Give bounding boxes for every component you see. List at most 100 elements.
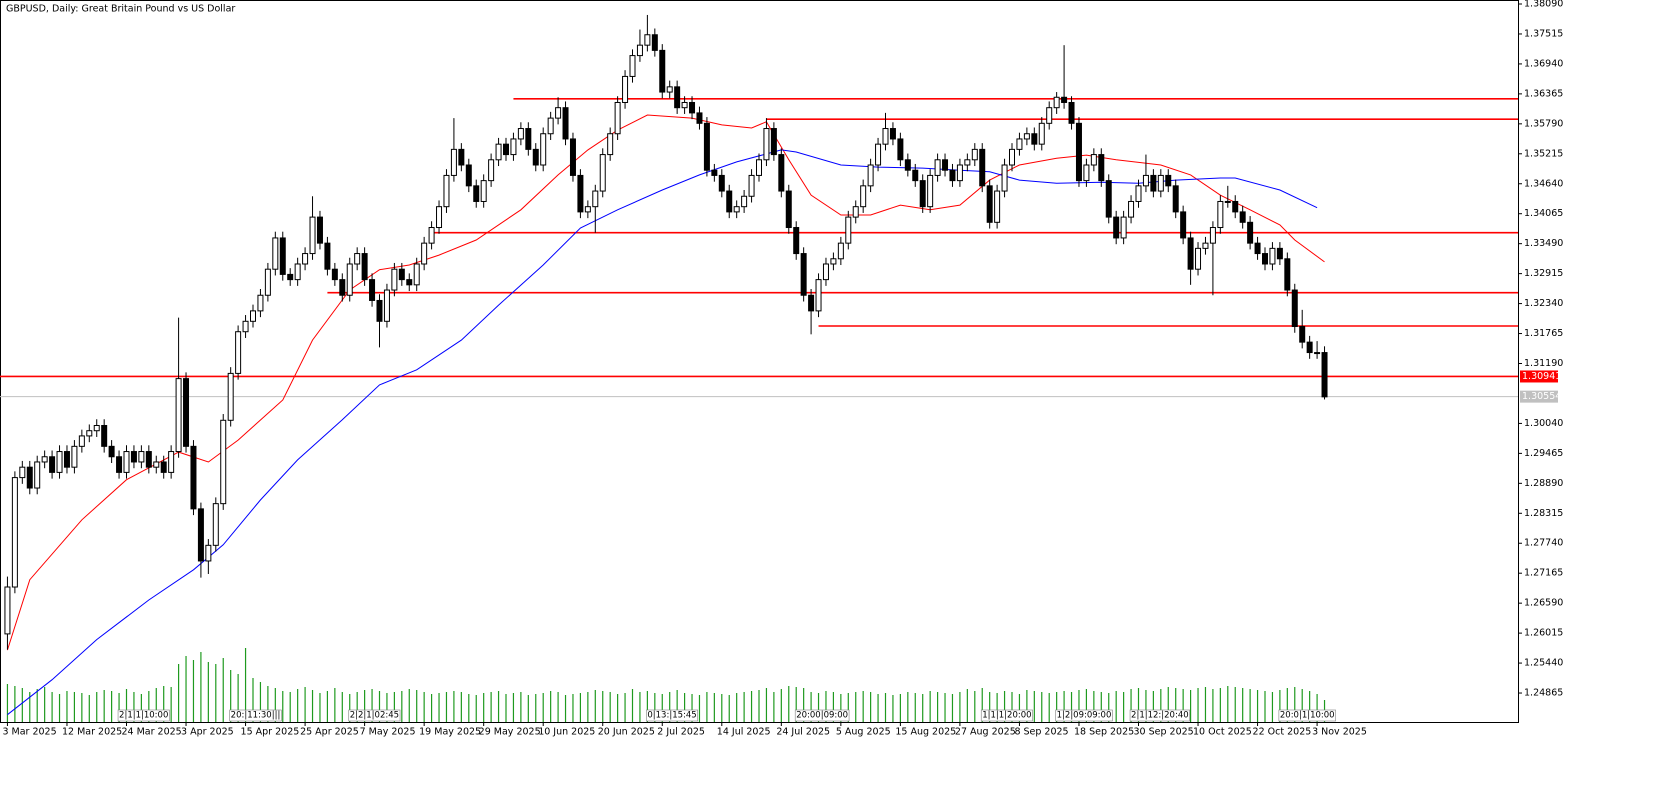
y-tick-label: 1.27740 — [1524, 538, 1563, 549]
x-tick-label: 3 Apr 2025 — [181, 727, 234, 738]
candle-body — [1016, 138, 1023, 150]
candle-body — [1128, 200, 1135, 218]
candle-body — [711, 169, 718, 176]
event-label: 20:0|1|10:00 — [1280, 711, 1335, 721]
level-price-label-box — [1520, 370, 1558, 383]
candle-body — [1232, 200, 1239, 213]
candle-body — [956, 164, 963, 182]
x-tick-label: 15 Apr 2025 — [241, 727, 300, 738]
candle-body — [1098, 154, 1105, 182]
candle-body — [101, 424, 108, 447]
candle-body — [889, 128, 896, 140]
candle-body — [428, 227, 435, 244]
candle-body — [116, 456, 123, 473]
candle-body — [919, 180, 926, 208]
y-tick-label: 1.31190 — [1524, 358, 1563, 369]
candle-body — [1083, 164, 1090, 182]
candle-body — [1269, 247, 1276, 265]
candle-body — [703, 122, 710, 171]
candle-body — [250, 310, 256, 322]
x-tick-label: 30 Sep 2025 — [1134, 727, 1194, 738]
x-tick-label: 24 Jul 2025 — [776, 727, 830, 738]
candle-body — [1023, 133, 1030, 140]
candle-body — [822, 263, 829, 281]
candle-body — [376, 299, 383, 322]
candle-body — [391, 268, 398, 291]
candle-body — [421, 242, 428, 265]
event-label-box — [1278, 709, 1336, 722]
candle-body — [979, 148, 986, 187]
candle-body — [622, 75, 629, 103]
candle-body — [257, 294, 264, 312]
candle-body — [741, 195, 748, 208]
y-tick-label: 1.28890 — [1524, 478, 1563, 489]
candle-body — [242, 320, 249, 333]
x-tick-label: 10 Jun 2025 — [538, 727, 595, 738]
event-label-box — [117, 709, 170, 722]
event-label-box — [348, 709, 401, 722]
candle-body — [1299, 326, 1306, 343]
candle-body — [599, 154, 606, 192]
x-tick-label: 20 Jun 2025 — [598, 727, 655, 738]
x-tick-label: 3 Mar 2025 — [2, 727, 56, 738]
x-tick-label: 29 May 2025 — [479, 727, 541, 738]
x-tick-label: 8 Sep 2025 — [1014, 727, 1068, 738]
candle-body — [1135, 185, 1142, 202]
candle-body — [748, 174, 755, 197]
candle-body — [443, 174, 450, 208]
candle-body — [26, 466, 33, 489]
candle-body — [1113, 216, 1120, 239]
candle-body — [1157, 174, 1164, 192]
candle-body — [1001, 164, 1008, 192]
candle-body — [852, 206, 859, 218]
candle-body — [1217, 200, 1224, 229]
candle-body — [1209, 227, 1216, 244]
x-tick-label: 22 Oct 2025 — [1253, 727, 1312, 738]
candle-body — [220, 419, 227, 505]
candle-body — [718, 174, 725, 192]
candle-body — [272, 237, 279, 270]
candle-body — [168, 451, 175, 473]
candle-body — [845, 216, 852, 244]
candle-body — [815, 279, 822, 312]
candle-body — [175, 378, 182, 453]
candle-body — [153, 461, 160, 468]
candle-body — [93, 424, 100, 432]
candle-body — [138, 451, 145, 463]
candle-body — [108, 445, 115, 458]
candle-body — [1306, 341, 1313, 354]
candle-body — [555, 107, 562, 119]
candle-body — [904, 159, 911, 171]
candle-body — [540, 133, 547, 166]
candle-body — [294, 263, 301, 281]
y-tick-label: 1.24865 — [1524, 688, 1563, 699]
candle-body — [480, 180, 487, 202]
candle-body — [488, 159, 495, 182]
candle-body — [897, 138, 904, 161]
candle-body — [383, 289, 390, 322]
candle-body — [34, 461, 41, 489]
candle-body — [517, 128, 524, 140]
candle-body — [510, 138, 517, 156]
candle-body — [183, 378, 190, 447]
candle-body — [882, 128, 889, 145]
bid-price-label: 1.30554 — [1522, 391, 1561, 402]
candle-body — [666, 86, 673, 93]
event-label: 1|2|09:09:00 — [1057, 711, 1112, 721]
candle-body — [324, 242, 331, 270]
candle-body — [1276, 247, 1283, 260]
candle-body — [123, 451, 130, 473]
y-tick-label: 1.28315 — [1524, 508, 1563, 519]
candle-body — [302, 253, 309, 265]
candle-body — [629, 55, 636, 77]
candle-body — [1061, 96, 1068, 103]
candle-body — [465, 164, 472, 187]
candle-body — [1150, 174, 1157, 192]
candle-body — [436, 206, 443, 229]
candle-body — [875, 143, 882, 166]
candle-body — [287, 273, 294, 281]
y-tick-label: 1.26590 — [1524, 598, 1563, 609]
y-tick-label: 1.35790 — [1524, 118, 1563, 129]
